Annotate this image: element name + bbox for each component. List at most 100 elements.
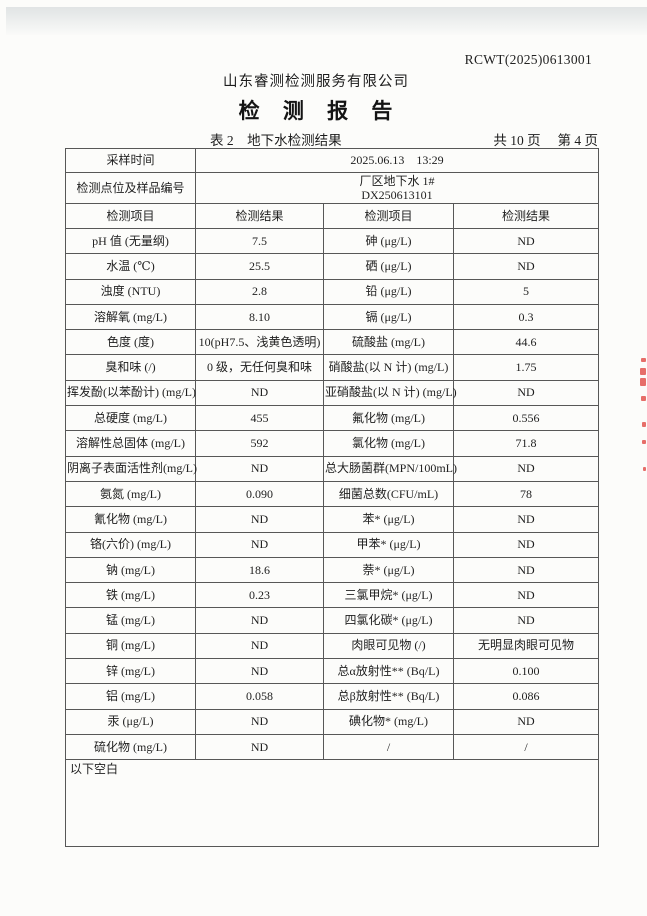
result-value: 0.100 [452, 658, 600, 685]
report-number: RCWT(2025)0613001 [464, 52, 592, 67]
result-value: ND [195, 455, 324, 482]
result-value: 71.8 [452, 430, 600, 457]
stamp-fragment [643, 467, 646, 471]
item-label: 钠 (mg/L) [65, 556, 196, 584]
result-value: 0.058 [195, 683, 324, 710]
item-label: 四氯化碳* (μg/L) [323, 607, 454, 634]
result-value: ND [195, 607, 324, 634]
result-value: ND [195, 658, 324, 685]
item-label: 肉眼可见物 (/) [323, 632, 454, 660]
item-label: 铅 (μg/L) [323, 278, 454, 305]
item-label: 水温 (℃) [65, 253, 196, 280]
scan-shadow-band [6, 7, 647, 35]
result-value: 0.086 [452, 683, 600, 710]
result-value: ND [195, 733, 324, 761]
item-label: 氯化物 (mg/L) [323, 430, 454, 457]
item-label: 浊度 (NTU) [65, 278, 196, 305]
blank-filler-row: 以下空白 [64, 759, 600, 848]
table-row: 总硬度 (mg/L) 455 氟化物 (mg/L) 0.556 [65, 405, 600, 432]
item-label: / [323, 733, 454, 761]
item-label: 硫酸盐 (mg/L) [323, 329, 454, 356]
result-value: ND [452, 582, 600, 609]
result-value: ND [195, 506, 324, 533]
sample-location-row: 检测点位及样品编号 厂区地下水 1# DX250613101 [65, 172, 600, 204]
table-row: 氨氮 (mg/L) 0.090 细菌总数(CFU/mL) 78 [65, 480, 600, 508]
item-label: 铝 (mg/L) [65, 683, 196, 710]
sampling-time-label: 采样时间 [65, 148, 196, 173]
table-row: 锌 (mg/L) ND 总α放射性** (Bq/L) 0.100 [65, 658, 600, 685]
table-row: 铜 (mg/L) ND 肉眼可见物 (/) 无明显肉眼可见物 [65, 632, 600, 660]
item-label: 溶解性总固体 (mg/L) [65, 430, 196, 457]
item-label: 锌 (mg/L) [65, 658, 196, 685]
table-row: 铁 (mg/L) 0.23 三氯甲烷* (μg/L) ND [65, 582, 600, 609]
item-label: 硒 (μg/L) [323, 253, 454, 280]
item-label: 铁 (mg/L) [65, 582, 196, 609]
result-value: 2.8 [195, 278, 324, 305]
col-header-result-2: 检测结果 [452, 203, 600, 229]
item-label: 硝酸盐(以 N 计) (mg/L) [323, 354, 454, 381]
stamp-fragment [642, 422, 646, 427]
blank-filler-note: 以下空白 [64, 759, 600, 848]
item-label: 氟化物 (mg/L) [323, 405, 454, 432]
item-label: 溶解氧 (mg/L) [65, 303, 196, 331]
result-value: 8.10 [195, 303, 324, 331]
results-table: 采样时间 2025.06.13 13:29 检测点位及样品编号 厂区地下水 1#… [64, 148, 600, 848]
item-label: 砷 (μg/L) [323, 227, 454, 255]
result-value: / [452, 733, 600, 761]
result-value: ND [195, 531, 324, 558]
item-label: 细菌总数(CFU/mL) [323, 480, 454, 508]
item-label: 硫化物 (mg/L) [65, 733, 196, 761]
table-row: 铝 (mg/L) 0.058 总β放射性** (Bq/L) 0.086 [65, 683, 600, 710]
sample-location-name: 厂区地下水 1# [359, 174, 435, 188]
result-value: 0.23 [195, 582, 324, 609]
table-row: 挥发酚(以苯酚计) (mg/L) ND 亚硝酸盐(以 N 计) (mg/L) N… [65, 379, 600, 407]
table-row: 汞 (μg/L) ND 碘化物* (mg/L) ND [65, 708, 600, 735]
item-label: 总大肠菌群(MPN/100mL) [323, 455, 457, 482]
result-value: ND [452, 708, 600, 735]
item-label: 碘化物* (mg/L) [323, 708, 454, 735]
result-value: 0.556 [452, 405, 600, 432]
table-row: 色度 (度) 10(pH7.5、浅黄色透明) 硫酸盐 (mg/L) 44.6 [65, 329, 600, 356]
item-label: 苯* (μg/L) [323, 506, 454, 533]
stamp-fragment [642, 440, 646, 444]
item-label: 色度 (度) [65, 329, 196, 356]
stamp-fragment [640, 378, 646, 386]
sample-location-value: 厂区地下水 1# DX250613101 [194, 172, 600, 204]
table-row: 浊度 (NTU) 2.8 铅 (μg/L) 5 [65, 278, 600, 305]
item-label: 锰 (mg/L) [65, 607, 196, 634]
result-value: 10(pH7.5、浅黄色透明) [195, 329, 324, 356]
item-label: 氰化物 (mg/L) [65, 506, 196, 533]
result-value: 25.5 [195, 253, 324, 280]
result-value: ND [452, 556, 600, 584]
result-value: ND [195, 708, 324, 735]
item-label: 镉 (μg/L) [323, 303, 454, 331]
result-value: 1.75 [452, 354, 600, 381]
result-value: 0.3 [452, 303, 600, 331]
result-value: 0.090 [195, 480, 324, 508]
stamp-fragment [641, 358, 646, 362]
item-label: 甲苯* (μg/L) [323, 531, 454, 558]
results-body: 采样时间 2025.06.13 13:29 检测点位及样品编号 厂区地下水 1#… [64, 148, 600, 848]
result-value: ND [452, 227, 600, 255]
result-value: ND [452, 531, 600, 558]
stamp-fragment [641, 396, 646, 401]
table-row: 溶解性总固体 (mg/L) 592 氯化物 (mg/L) 71.8 [65, 430, 600, 457]
table-row: 水温 (℃) 25.5 硒 (μg/L) ND [65, 253, 600, 280]
result-value: 5 [452, 278, 600, 305]
item-label: 汞 (μg/L) [65, 708, 196, 735]
item-label: 亚硝酸盐(以 N 计) (mg/L) [323, 379, 457, 407]
table-row: 硫化物 (mg/L) ND / / [65, 733, 600, 761]
table-row: 氰化物 (mg/L) ND 苯* (μg/L) ND [65, 506, 600, 533]
item-label: pH 值 (无量纲) [65, 227, 196, 255]
item-label: 阴离子表面活性剂(mg/L) [65, 455, 197, 482]
item-label: 萘* (μg/L) [323, 556, 454, 584]
table-caption: 表 2 地下水检测结果 [210, 133, 342, 148]
page-count: 共 10 页 第 4 页 [493, 133, 598, 148]
col-header-result-1: 检测结果 [195, 203, 324, 229]
result-value: ND [452, 455, 600, 482]
result-value: 455 [195, 405, 324, 432]
item-label: 总硬度 (mg/L) [65, 405, 196, 432]
result-value: 78 [452, 480, 600, 508]
result-value: ND [452, 253, 600, 280]
